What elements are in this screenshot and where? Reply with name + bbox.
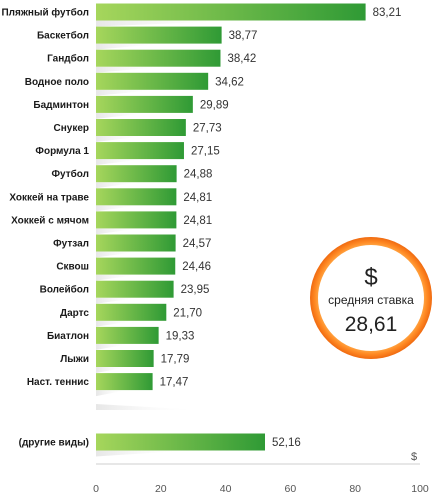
badge-value: 28,61 xyxy=(345,313,398,336)
x-tick-label: 80 xyxy=(349,483,361,495)
bar xyxy=(96,165,177,183)
bar xyxy=(96,373,153,391)
bar xyxy=(96,188,177,206)
bar xyxy=(96,280,174,298)
bar xyxy=(96,433,265,451)
bar xyxy=(96,350,154,367)
category-label: (другие виды) xyxy=(19,438,89,449)
bars-group xyxy=(96,3,366,457)
bar-shadow xyxy=(96,274,140,281)
bar xyxy=(96,119,186,136)
value-label: 38,77 xyxy=(229,30,258,42)
x-tick-label: 20 xyxy=(155,483,167,495)
bar-shadow xyxy=(96,43,166,50)
badge-face xyxy=(318,245,424,351)
bar-shadow xyxy=(96,367,128,373)
bar-shadow xyxy=(96,251,140,258)
value-label: 21,70 xyxy=(173,307,202,319)
category-label: Хоккей с мячом xyxy=(11,215,89,226)
bar xyxy=(96,49,221,67)
bar xyxy=(96,95,193,113)
bar xyxy=(96,142,184,160)
bar xyxy=(96,326,159,344)
category-label: Баскетбол xyxy=(37,30,89,42)
value-label: 24,88 xyxy=(184,169,213,181)
group-separator-shadow xyxy=(96,404,200,410)
category-label: Лыжи xyxy=(60,354,89,365)
bar xyxy=(96,257,176,275)
average-badge: $ средняя ставка 28,61 xyxy=(310,237,432,359)
category-label: Хоккей на траве xyxy=(9,192,89,203)
x-tick-label: 0 xyxy=(93,483,99,495)
value-label: 34,62 xyxy=(215,76,244,88)
category-label: Водное поло xyxy=(25,77,89,88)
value-label: 24,46 xyxy=(182,261,211,273)
badge-label: средняя ставка xyxy=(328,293,414,307)
value-label: 23,95 xyxy=(181,284,210,296)
bar-shadow xyxy=(96,20,245,27)
category-label: Наст. теннис xyxy=(27,377,90,388)
category-label: Футзал xyxy=(53,239,89,250)
bar-shadow xyxy=(96,390,128,397)
x-axis-unit: $ xyxy=(411,451,417,463)
value-label: 83,21 xyxy=(373,7,402,19)
bar-shadow xyxy=(96,136,146,142)
bar xyxy=(96,234,176,252)
value-label: 29,89 xyxy=(200,99,229,111)
category-label: Сквош xyxy=(56,262,89,273)
value-label: 17,79 xyxy=(161,354,190,366)
bar-shadow xyxy=(96,159,145,166)
bar-shadow xyxy=(96,228,141,235)
value-label: 27,73 xyxy=(193,123,222,135)
bar-shadow xyxy=(96,89,158,96)
category-label: Биатлон xyxy=(47,331,89,342)
value-label: 19,33 xyxy=(166,330,195,342)
category-label: Футбол xyxy=(51,168,89,180)
bar xyxy=(96,26,222,44)
value-label: 27,15 xyxy=(191,146,220,158)
x-tick-label: 40 xyxy=(220,483,232,495)
category-label: Пляжный футбол xyxy=(1,7,89,19)
value-label: 24,57 xyxy=(183,238,212,250)
bar-shadow xyxy=(96,320,135,327)
category-label: Бадминтон xyxy=(33,100,89,111)
badge-dollar-symbol: $ xyxy=(364,264,377,291)
x-axis-ticks: 0 20 40 60 80 100 xyxy=(93,483,429,495)
category-label: Дартс xyxy=(60,308,89,319)
category-label: Снукер xyxy=(54,123,90,134)
bar-shadow xyxy=(96,343,131,350)
bar-shadow xyxy=(96,66,165,73)
value-label: 17,47 xyxy=(160,377,189,389)
bar xyxy=(96,303,167,321)
bar-shadow xyxy=(96,182,141,189)
x-tick-label: 60 xyxy=(285,483,297,495)
value-label: 52,16 xyxy=(272,437,301,449)
bar-shadow xyxy=(96,205,141,212)
bar xyxy=(96,211,177,229)
category-label: Гандбол xyxy=(47,53,89,65)
bar xyxy=(96,3,366,21)
bar-shadow xyxy=(96,450,189,457)
category-labels: Пляжный футбол Баскетбол Гандбол Водное пол… xyxy=(1,7,89,449)
value-label: 24,81 xyxy=(183,215,212,227)
bar-shadow xyxy=(96,112,150,119)
category-label: Формула 1 xyxy=(35,146,89,157)
value-label: 38,42 xyxy=(227,53,256,65)
x-tick-label: 100 xyxy=(411,483,429,495)
value-labels: 83,21 38,77 38,42 34,62 29,89 27,73 27,15 24,88… xyxy=(160,7,402,449)
value-label: 24,81 xyxy=(183,192,212,204)
category-label: Волейбол xyxy=(40,284,89,296)
bar-shadow xyxy=(96,297,139,304)
bar xyxy=(96,72,209,90)
